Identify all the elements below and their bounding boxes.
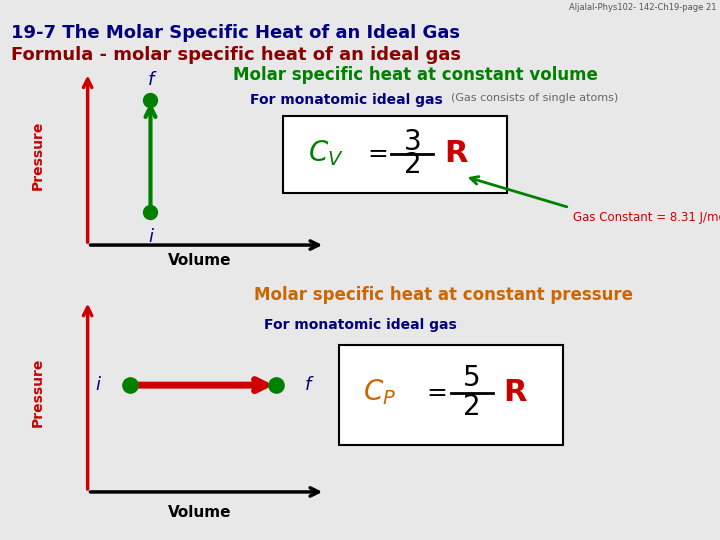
Text: f: f (148, 71, 153, 89)
Text: Formula - molar specific heat of an ideal gas: Formula - molar specific heat of an idea… (11, 46, 461, 64)
Text: Aljalal-Phys102- 142-Ch19-page 21: Aljalal-Phys102- 142-Ch19-page 21 (569, 3, 716, 12)
Text: For monatomic ideal gas: For monatomic ideal gas (250, 93, 442, 107)
Text: Molar specific heat at constant volume: Molar specific heat at constant volume (233, 66, 598, 84)
Text: R: R (444, 139, 467, 168)
Text: f: f (305, 376, 311, 394)
Text: Pressure: Pressure (30, 358, 45, 427)
Text: R: R (503, 378, 526, 407)
Text: =: = (426, 381, 447, 404)
Text: 3: 3 (403, 128, 421, 156)
Text: 19-7 The Molar Specific Heat of an Ideal Gas: 19-7 The Molar Specific Heat of an Ideal… (11, 24, 460, 42)
Text: Molar specific heat at constant pressure: Molar specific heat at constant pressure (254, 286, 634, 304)
FancyBboxPatch shape (283, 116, 507, 193)
Text: For monatomic ideal gas: For monatomic ideal gas (264, 318, 456, 332)
Text: 2: 2 (463, 394, 480, 422)
FancyBboxPatch shape (339, 346, 562, 445)
Text: Gas Constant = 8.31 J/mole·K: Gas Constant = 8.31 J/mole·K (573, 211, 720, 224)
Text: 5: 5 (463, 363, 480, 392)
Text: Volume: Volume (168, 253, 231, 268)
Text: Volume: Volume (168, 505, 231, 520)
Text: $C_V$: $C_V$ (307, 139, 343, 168)
Text: $C_P$: $C_P$ (364, 377, 397, 408)
Text: i: i (96, 376, 101, 394)
Text: i: i (148, 228, 153, 246)
Text: (Gas consists of single atoms): (Gas consists of single atoms) (451, 93, 618, 103)
Text: =: = (367, 141, 388, 166)
Text: Pressure: Pressure (30, 121, 45, 190)
Text: 2: 2 (404, 151, 421, 179)
